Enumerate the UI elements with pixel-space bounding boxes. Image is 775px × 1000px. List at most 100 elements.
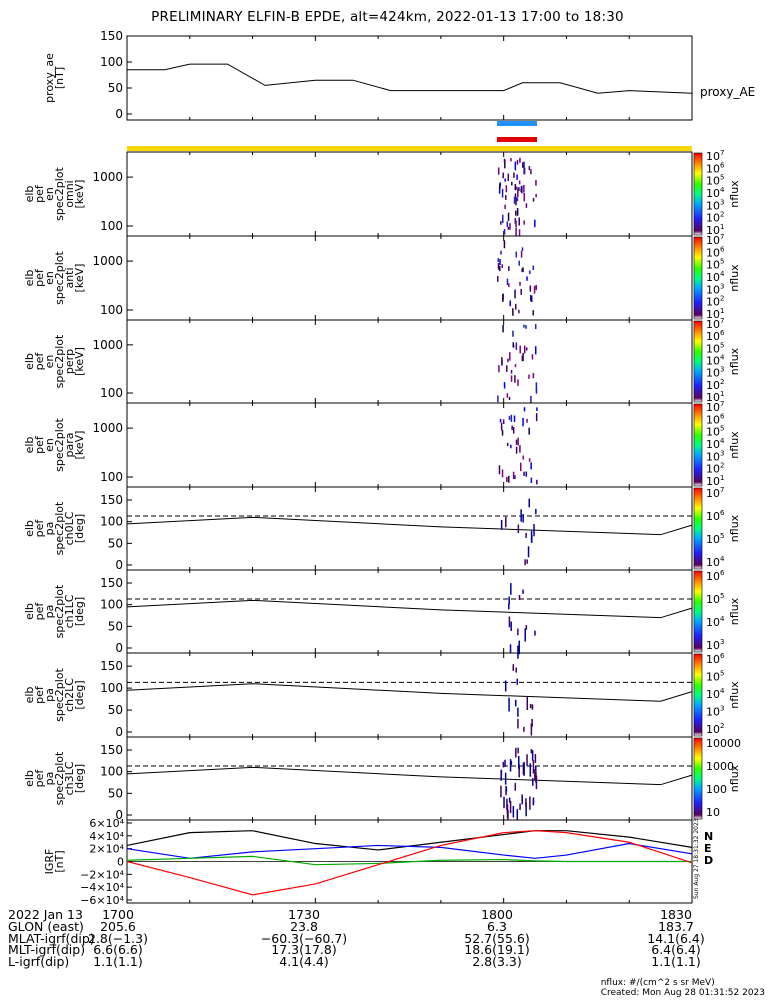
ytick-label: 100 [100,681,123,695]
spec-pixel [532,778,534,786]
colorbar-exp: 3 [720,638,724,646]
colorbar-exp: 6 [720,245,725,253]
creation-sidenote: Sun Aug 27 18:31:32 2023 [693,818,700,899]
spec-pixel [510,370,513,374]
spec-pixel [530,395,532,404]
energy-ylabel-line: spec2plot [53,251,66,305]
created-note: Created: Mon Aug 28 01:31:52 2023 [600,988,765,998]
colorbar [693,737,703,820]
panel-frame [126,486,693,571]
spec-pixel [521,162,524,168]
spec-pixel [505,787,508,793]
ephemeris-value: 1800 [481,907,513,922]
spec-pixel [516,174,518,180]
colorbar-tick: 107 [706,233,724,247]
pitch-ylabel-line: spec2plot [53,501,66,555]
colorbar [693,403,703,487]
colorbar-tick: 107 [706,149,724,163]
spec-pixel [512,330,514,337]
spec-pixel [529,285,532,292]
spec-pixel [508,475,510,483]
energy-panel-3: 1001000elbpefenspec2plotperp[keV]1011021… [23,317,741,404]
energy-ylabel-line: pef [33,184,46,203]
ephemeris-value: 1.1(1.1) [651,954,701,970]
ephemeris-value: 183.7 [658,918,694,934]
panel-frame [126,151,693,237]
spec-pixel [523,726,525,732]
energy-ylabel-line: perp [63,349,76,374]
energy-ylabel-line: para [63,433,76,458]
spec-pixel [507,226,510,230]
footnote: nflux: #/(cm^2 s sr MeV) Created: Mon Au… [601,978,765,998]
spec-pixel [512,427,515,434]
spec-pixel [501,188,504,198]
colorbar-exp: 6 [720,412,725,420]
spec-pixel [523,471,525,476]
colorbar [693,570,703,653]
ephemeris-label: L-igrf(dip) [8,954,70,970]
spec-pixel [510,621,512,631]
spec-pixel [516,197,519,202]
spec-pixel [508,266,510,272]
colorbar-tick: 102 [706,462,724,476]
pitch-ylabel-line: spec2plot [53,584,66,638]
ephemeris-row: MLT-igrf(dip) 6.6(6.6) 17.3(17.8) 18.6(19.1… [8,944,768,956]
proxy-ae-panel: 0 50 100 150 proxy_ae[nT] proxy_AE [43,29,755,121]
colorbar-label: nflux [728,681,741,709]
ytick-label: 1000 [92,254,123,268]
ytick-label: 100 [100,219,123,233]
colorbar-tick: 105 [706,532,724,546]
spec-pixel [512,664,515,671]
spec-pixel [500,250,502,255]
spec-pixel [516,186,518,190]
spec-pixel [508,697,510,712]
spec-pixel [502,293,504,301]
spec-pixel [504,772,507,785]
spec-pixel [530,169,532,175]
spec-pixel [535,389,538,394]
ytick-label: 0 [117,856,124,869]
spec-pixel [529,703,532,709]
spec-pixel [500,769,503,776]
spec-pixel [517,437,519,446]
spec-pixel [500,422,503,431]
ytick-label: −6×10⁴ [80,894,124,907]
spec-pixel [503,228,506,235]
spec-pixel [535,766,537,772]
spec-pixel [520,188,522,193]
ytick-label: −2×10⁴ [80,868,124,881]
spec-pixel [522,514,524,523]
spec-pixel [523,184,525,193]
spec-pixel [517,645,519,659]
colorbar-tick: 107 [706,317,724,331]
spec-pixel [504,204,506,210]
ytick-label: 0 [115,558,123,572]
spec-pixel [506,221,509,228]
colorbar-exp: 4 [720,615,725,623]
loss-cone-line [126,599,693,619]
ephemeris-value: 2.8(3.3) [472,954,522,970]
spec-pixel [519,445,521,453]
colorbar-tick: 104 [706,615,725,629]
energy-ylabel-line: en [43,271,56,285]
spec-pixel [526,754,528,767]
colorbar-tick: 103 [706,638,724,652]
spec-pixel [498,186,501,194]
colorbar-tick: 105 [706,592,724,606]
pitch-ylabel-line: [deg] [73,597,86,626]
spec-pixel [509,300,511,307]
spec-pixel [521,247,524,251]
ephemeris-value: 6.6(6.6) [93,942,143,958]
spec-pixel [518,640,520,655]
colorbar-exp: 2 [720,211,724,219]
spec-pixel [514,183,517,191]
colorbar-exp: 1 [720,390,724,398]
colorbar-tick: 102 [706,722,724,736]
spec-pixel [506,393,509,398]
colorbar-tick: 103 [706,198,724,212]
spec-pixel [525,347,528,351]
spec-pixel [499,183,501,190]
spec-pixel [530,295,533,302]
spec-pixel [502,214,504,224]
